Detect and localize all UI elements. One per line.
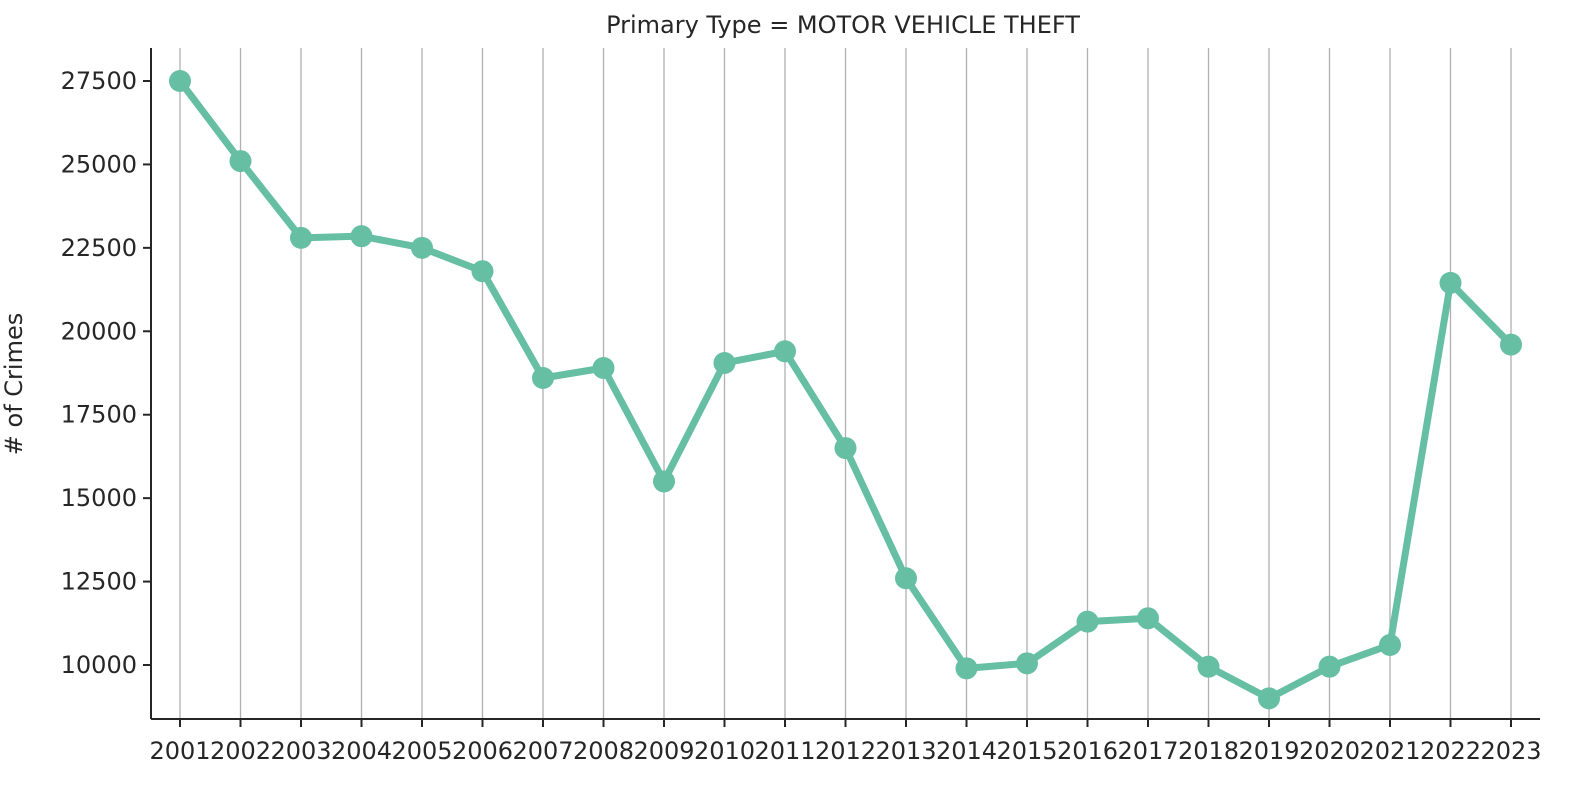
data-point-2016 bbox=[1076, 610, 1099, 633]
data-point-2006 bbox=[471, 260, 494, 283]
x-tick-label: 2018 bbox=[1178, 737, 1239, 765]
x-tick-label: 2006 bbox=[452, 737, 513, 765]
x-tick-label: 2008 bbox=[573, 737, 634, 765]
data-point-2021 bbox=[1379, 633, 1401, 656]
x-tick-label: 2015 bbox=[996, 737, 1057, 765]
x-tick-label: 2009 bbox=[633, 737, 694, 765]
x-tick-label: 2002 bbox=[210, 737, 271, 765]
y-tick-label: 27500 bbox=[61, 67, 137, 95]
x-tick-label: 2023 bbox=[1480, 737, 1541, 765]
x-tick-label: 2021 bbox=[1359, 737, 1420, 765]
y-axis-label: # of Crimes bbox=[0, 313, 28, 455]
x-ticks: 2001 2002 2003 2004 2005 2006 2007 2008 2009 2010… bbox=[149, 719, 1542, 765]
x-tick-label: 2004 bbox=[331, 737, 392, 765]
x-tick-label: 2014 bbox=[936, 737, 997, 765]
data-point-2010 bbox=[713, 351, 736, 374]
y-tick-label: 17500 bbox=[61, 401, 137, 429]
x-tick-label: 2003 bbox=[270, 737, 331, 765]
x-tick-label: 2016 bbox=[1057, 737, 1118, 765]
x-tick-label: 2013 bbox=[875, 737, 936, 765]
y-tick-label: 10000 bbox=[61, 651, 137, 679]
data-point-2003 bbox=[290, 226, 312, 249]
data-point-2008 bbox=[592, 356, 615, 379]
data-point-2009 bbox=[653, 470, 675, 493]
data-point-2007 bbox=[532, 367, 554, 390]
data-point-2023 bbox=[1500, 333, 1522, 356]
x-tick-label: 2001 bbox=[149, 737, 210, 765]
data-point-2004 bbox=[350, 225, 373, 248]
y-ticks: 10000 12500 15000 17500 20000 22500 25000 27500 bbox=[61, 67, 151, 679]
data-point-2020 bbox=[1318, 655, 1341, 678]
data-point-2002 bbox=[229, 150, 252, 173]
data-point-2005 bbox=[411, 236, 433, 259]
x-tick-label: 2010 bbox=[694, 737, 755, 765]
data-point-2014 bbox=[955, 657, 978, 680]
x-tick-label: 2005 bbox=[391, 737, 452, 765]
x-tick-label: 2022 bbox=[1420, 737, 1481, 765]
y-tick-label: 22500 bbox=[61, 234, 137, 262]
y-tick-label: 15000 bbox=[61, 484, 137, 512]
data-point-2013 bbox=[895, 567, 917, 590]
x-tick-label: 2017 bbox=[1117, 737, 1178, 765]
data-point-2017 bbox=[1137, 607, 1159, 630]
grid-lines bbox=[179, 48, 1512, 719]
data-point-2022 bbox=[1439, 271, 1462, 294]
y-tick-label: 25000 bbox=[61, 150, 137, 178]
data-point-2011 bbox=[774, 340, 796, 363]
data-point-2001 bbox=[169, 70, 191, 92]
data-point-2018 bbox=[1197, 655, 1220, 678]
x-tick-label: 2020 bbox=[1299, 737, 1360, 765]
data-point-2015 bbox=[1016, 652, 1038, 675]
y-tick-label: 20000 bbox=[61, 317, 137, 345]
x-tick-label: 2007 bbox=[512, 737, 573, 765]
y-tick-label: 12500 bbox=[61, 568, 137, 596]
x-tick-label: 2012 bbox=[815, 737, 876, 765]
x-tick-label: 2011 bbox=[754, 737, 815, 765]
chart-title: Primary Type = MOTOR VEHICLE THEFT bbox=[606, 11, 1080, 39]
data-point-2012 bbox=[834, 437, 857, 460]
x-tick-label: 2019 bbox=[1238, 737, 1299, 765]
data-point-2019 bbox=[1258, 687, 1280, 710]
series-points bbox=[169, 70, 1522, 710]
